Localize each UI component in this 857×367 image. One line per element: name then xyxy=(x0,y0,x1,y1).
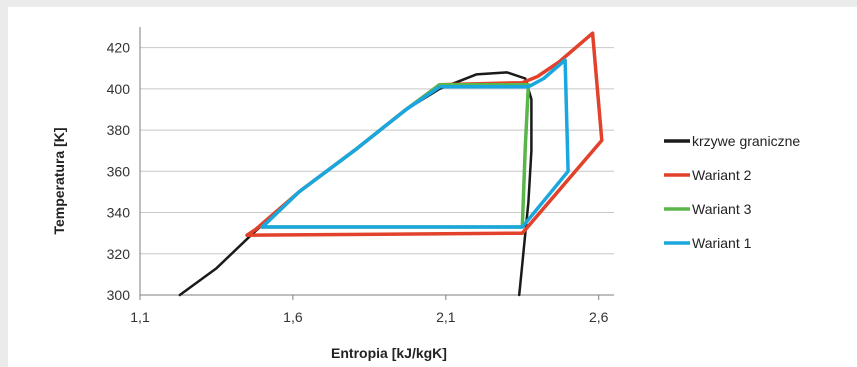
y-tick-label: 320 xyxy=(107,246,131,262)
legend-label-wariant-3: Wariant 3 xyxy=(692,201,752,217)
y-axis-title: Temperatura [K] xyxy=(51,127,67,234)
y-tick-label: 340 xyxy=(107,205,131,221)
series-line-wariant-2 xyxy=(245,31,604,237)
x-tick-label: 1,1 xyxy=(130,309,150,325)
axes xyxy=(139,27,614,300)
series-line-wariant-3 xyxy=(260,82,531,229)
series-line-wariant-1 xyxy=(260,58,570,229)
series-line-krzywe-graniczne xyxy=(178,71,533,297)
ticks: 300 320 340 360 380 400 420 1,1 1,6 2,1 2,6 xyxy=(107,40,609,325)
y-tick-label: 360 xyxy=(107,163,131,179)
y-tick-label: 300 xyxy=(107,287,131,303)
legend: krzywe graniczne Wariant 2 Wariant 3 Warian… xyxy=(664,133,800,251)
x-tick-label: 2,6 xyxy=(589,309,609,325)
x-tick-label: 2,1 xyxy=(436,309,456,325)
legend-label-wariant-1: Wariant 1 xyxy=(692,235,752,251)
legend-label-krzywe-graniczne: krzywe graniczne xyxy=(692,133,800,149)
y-tick-label: 380 xyxy=(107,122,131,138)
chart-card: 300 320 340 360 380 400 420 1,1 1,6 2,1 2,6 Entrop… xyxy=(8,7,857,367)
y-tick-label: 400 xyxy=(107,81,131,97)
y-tick-label: 420 xyxy=(107,40,131,56)
x-axis-title: Entropia [kJ/kgK] xyxy=(331,345,447,361)
chart-svg: 300 320 340 360 380 400 420 1,1 1,6 2,1 2,6 Entrop… xyxy=(51,27,800,361)
grid xyxy=(140,47,614,255)
x-tick-label: 1,6 xyxy=(283,309,303,325)
legend-label-wariant-2: Wariant 2 xyxy=(692,167,752,183)
series-group xyxy=(178,31,604,297)
